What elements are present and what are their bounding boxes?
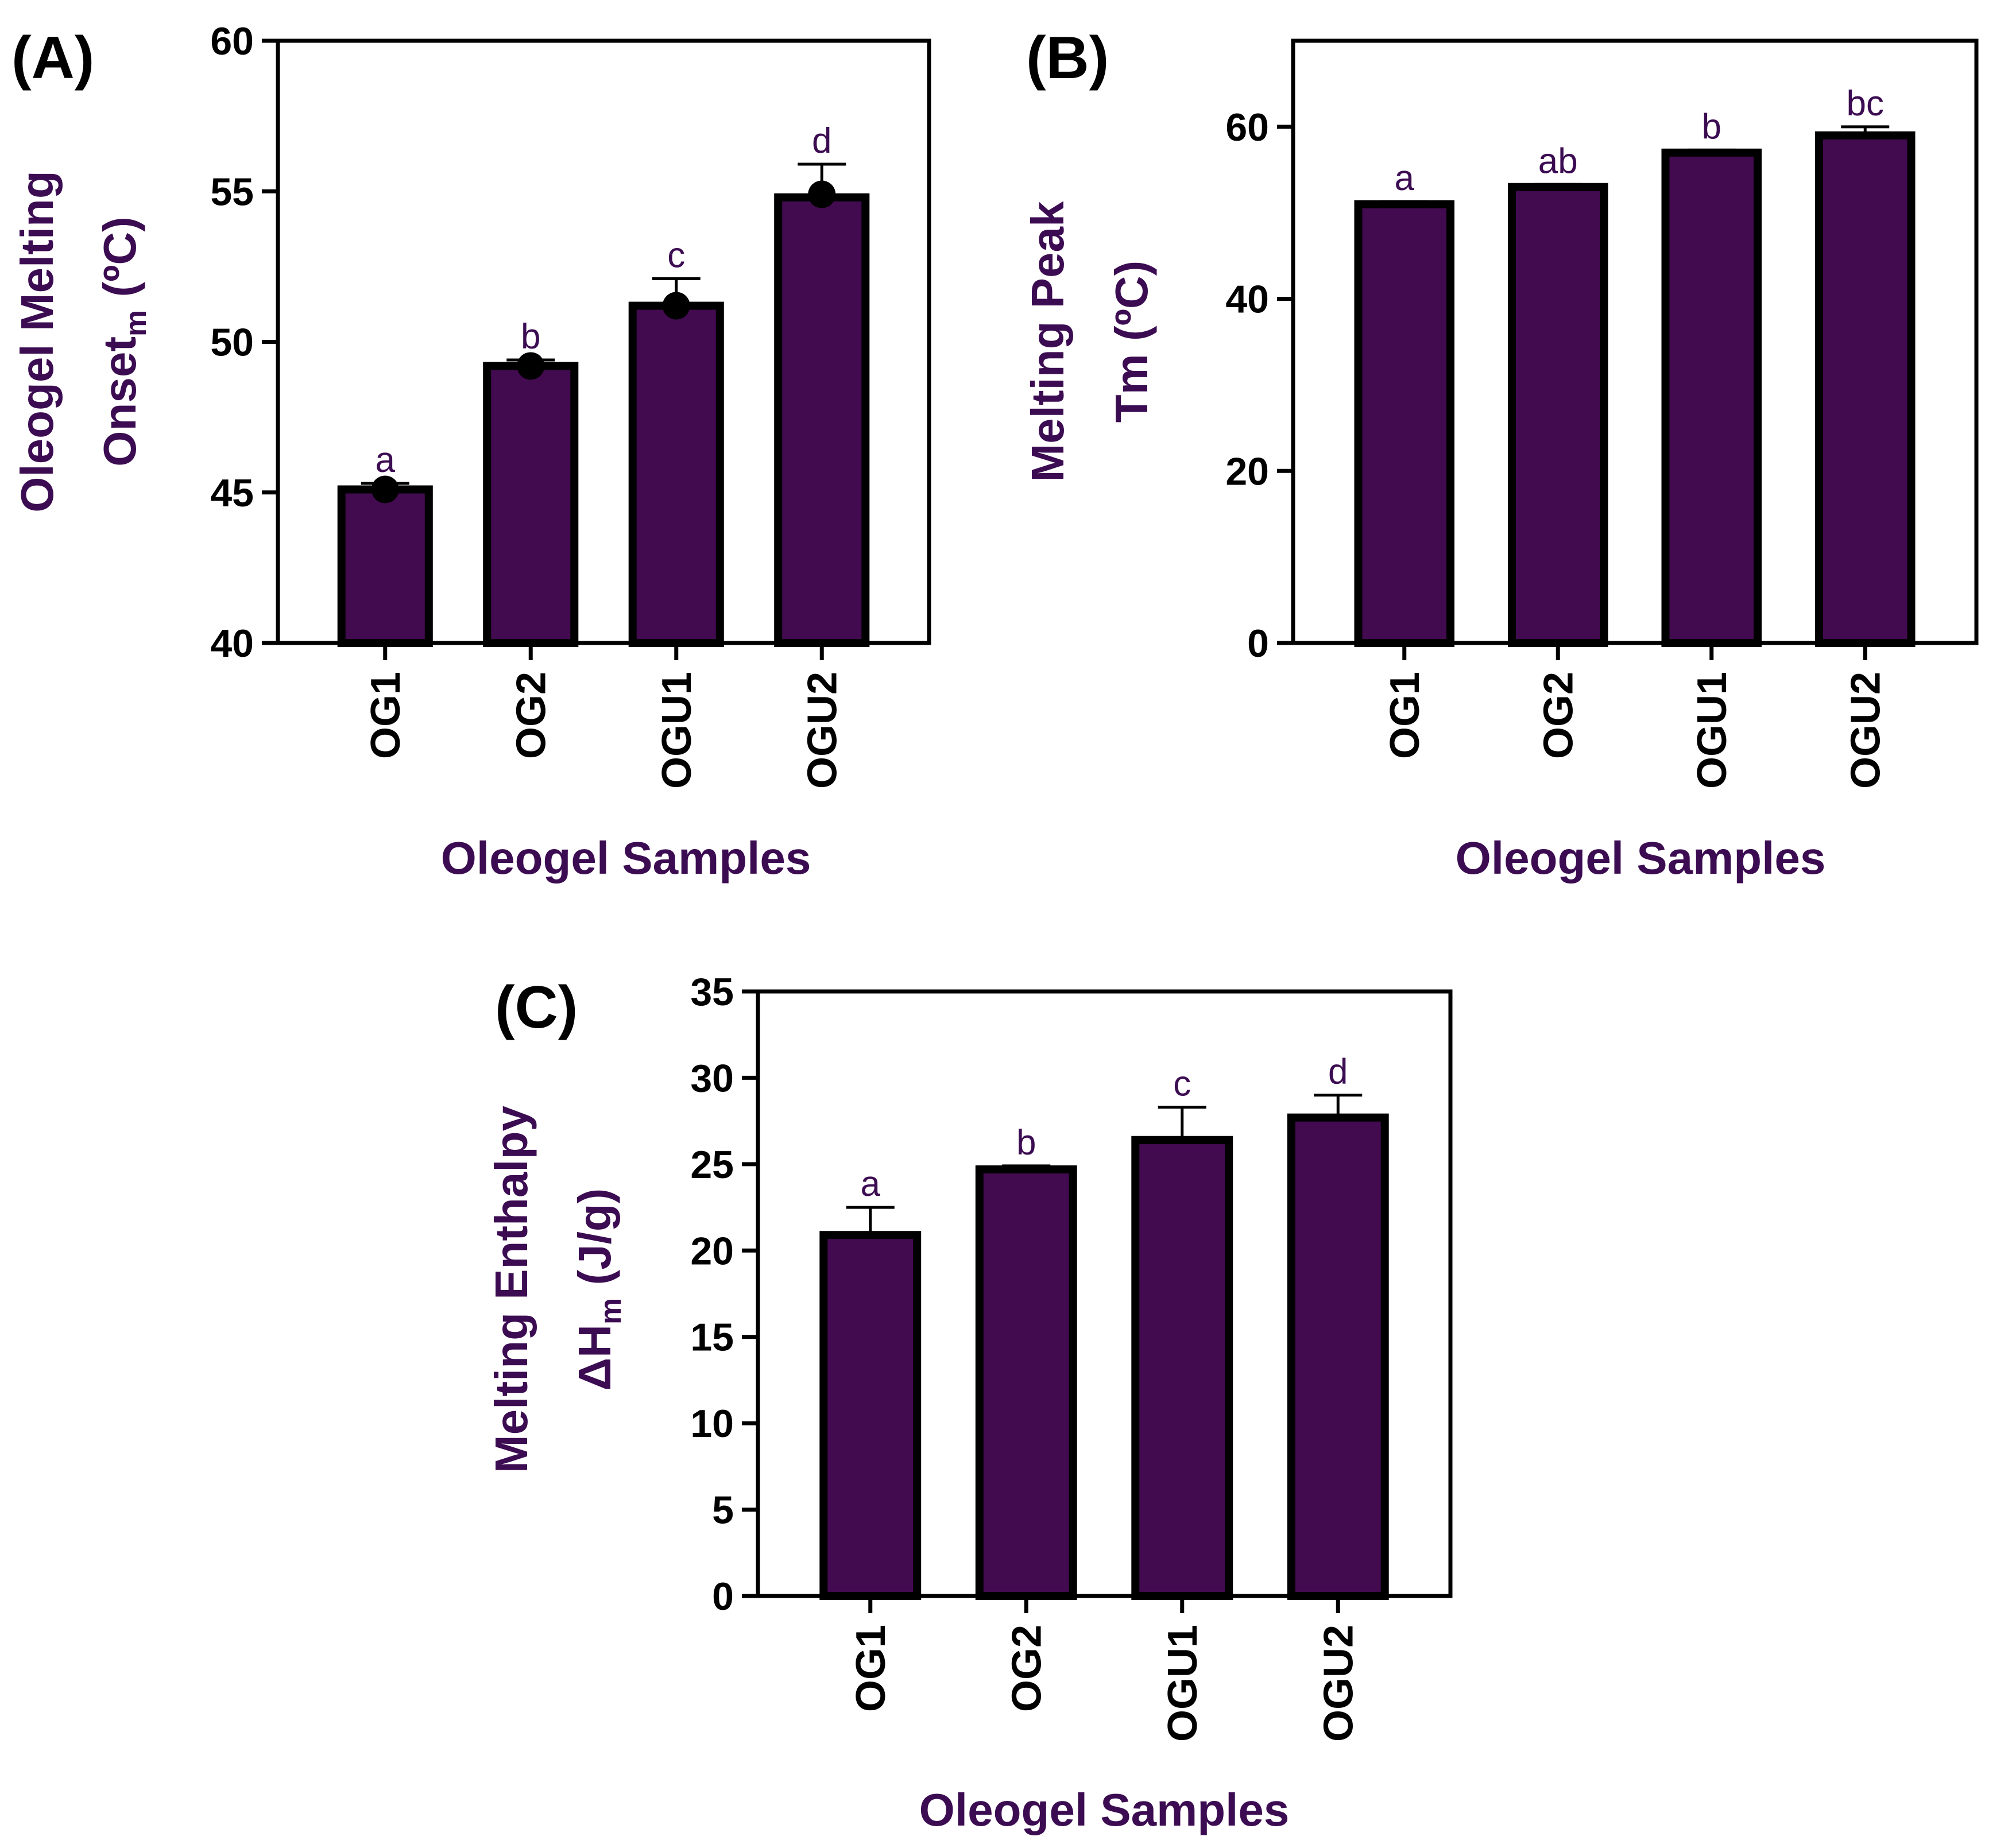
x-tick-label-og1: OG1 (1382, 672, 1428, 759)
y-tick-label: 40 (1225, 278, 1269, 321)
bar-og2 (975, 1165, 1077, 1600)
bar-og2 (1508, 183, 1608, 647)
y-tick-label: 40 (210, 622, 254, 665)
x-tick-label-ogu2: OGU2 (799, 672, 845, 789)
bar-og1 (337, 485, 433, 647)
x-tick-label-og2: OG2 (1004, 1625, 1050, 1712)
x-tick-label-ogu1: OGU1 (1689, 672, 1735, 789)
panel-label: (C) (495, 974, 578, 1041)
y-tick-label: 20 (690, 1229, 734, 1273)
significance-label: d (812, 121, 831, 161)
significance-label: a (1395, 158, 1415, 198)
x-tick-label-og2: OG2 (508, 672, 554, 759)
x-tick-label-ogu2: OGU2 (1843, 672, 1889, 789)
significance-label: ab (1538, 141, 1578, 181)
bar-ogu1 (1131, 1136, 1233, 1601)
bar-og2 (483, 362, 579, 648)
y-axis-title-line1: Melting Peak (1022, 201, 1073, 482)
y-tick-label: 30 (690, 1056, 734, 1100)
bar-ogu1 (628, 301, 724, 647)
plot-frame (756, 989, 1453, 1598)
significance-label: b (1016, 1123, 1036, 1163)
significance-label: d (1328, 1052, 1348, 1092)
chart-panel-1: (A) a b c d 40 45 50 55 60 OG1 OG2 OGU1 OGU2 Oleogel M… (11, 20, 931, 884)
chart-panel-3: (C) a b c d 0 5 10 15 20 25 30 35 OG1 OG2 OGU1 OGU2 Melti… (486, 970, 1453, 1835)
y-tick-label: 60 (1225, 106, 1269, 149)
y-tick-label: 0 (1247, 622, 1269, 665)
y-axis-title-main: Tm (ºC) (1106, 261, 1157, 423)
y-axis-title-line1: Oleogel Melting (11, 171, 63, 513)
y-axis-title-subscript: m (594, 1298, 628, 1324)
data-point-og1 (371, 475, 399, 503)
significance-label: b (521, 317, 540, 357)
y-tick-label: 5 (712, 1489, 734, 1532)
x-tick-label-ogu2: OGU2 (1315, 1625, 1361, 1742)
panel-label: (B) (1026, 25, 1109, 91)
x-axis-title: Oleogel Samples (1456, 832, 1826, 884)
x-tick-label-ogu1: OGU1 (654, 672, 700, 789)
y-axis-title-line2: Onsetm (ºC) (94, 216, 153, 466)
x-axis-title: Oleogel Samples (441, 832, 811, 884)
significance-label: a (861, 1164, 881, 1204)
y-tick-label: 45 (210, 471, 254, 515)
y-axis-title-line2: ΔHm (J/g) (569, 1188, 628, 1391)
data-point-ogu1 (662, 292, 690, 320)
y-tick-label: 60 (210, 20, 254, 63)
significance-label: c (1173, 1064, 1191, 1104)
significance-label: a (376, 440, 396, 480)
significance-label: c (667, 235, 685, 275)
y-axis-title-subscript: m (119, 310, 153, 336)
x-tick-label-og1: OG1 (363, 672, 409, 759)
bar-og1 (819, 1231, 922, 1600)
data-point-ogu2 (808, 180, 836, 208)
y-axis-title-unit: (ºC) (94, 216, 145, 310)
y-tick-label: 35 (690, 970, 734, 1014)
y-tick-label: 25 (690, 1143, 734, 1187)
y-axis-title-line2: Tm (ºC) (1106, 261, 1157, 423)
y-tick-label: 0 (712, 1575, 734, 1618)
x-tick-label-og2: OG2 (1535, 672, 1581, 759)
y-axis-title-line1: Melting Enthalpy (486, 1105, 537, 1473)
bar-ogu1 (1661, 148, 1762, 648)
significance-label: b (1702, 107, 1721, 146)
y-axis-title-main: Onset (94, 336, 145, 467)
plot-frame (1291, 38, 1979, 645)
x-tick-label-ogu1: OGU1 (1160, 1625, 1206, 1742)
y-tick-label: 15 (690, 1316, 734, 1359)
y-axis-title-unit: (J/g) (569, 1188, 620, 1298)
x-tick-label-og1: OG1 (848, 1625, 894, 1712)
panel-label: (A) (11, 25, 94, 91)
y-tick-label: 50 (210, 321, 254, 365)
x-axis-title: Oleogel Samples (919, 1784, 1290, 1835)
significance-label: bc (1847, 84, 1884, 123)
y-tick-label: 20 (1225, 450, 1269, 493)
data-point-og2 (517, 352, 545, 380)
y-tick-label: 55 (210, 170, 254, 214)
y-tick-label: 10 (690, 1402, 734, 1446)
y-axis-title-main: ΔH (569, 1324, 620, 1390)
chart-panel-2: (B) a ab b bc 0 20 40 60 OG1 OG2 OGU1 OGU2 Melting Pe… (1022, 25, 1979, 884)
bar-ogu2 (1287, 1113, 1389, 1600)
bar-ogu2 (1815, 131, 1916, 648)
bar-og1 (1354, 200, 1454, 647)
bar-ogu2 (774, 193, 870, 647)
